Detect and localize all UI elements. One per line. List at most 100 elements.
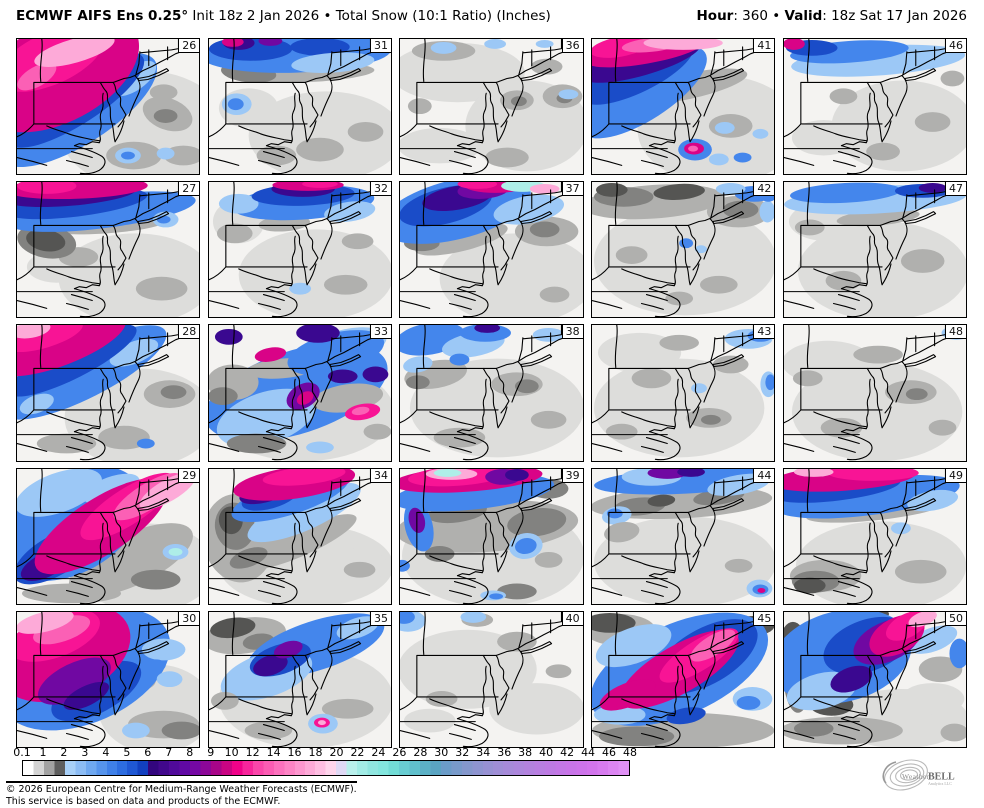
ensemble-member-panel: 47 (782, 181, 968, 319)
snow-contour-blob (505, 468, 530, 481)
snow-contour-blob (736, 695, 761, 710)
colorbar-tick: 3 (81, 746, 89, 759)
snow-contour-blob (295, 325, 340, 344)
snow-contour-blob (273, 640, 303, 659)
snow-contour-blob (789, 182, 901, 204)
member-number-badge: 49 (945, 468, 967, 483)
colorbar-tick: 22 (350, 746, 365, 759)
snow-contour-blob (905, 388, 928, 401)
snowfall-map (17, 325, 200, 461)
snow-contour-blob (63, 681, 110, 710)
colorbar-segment (294, 761, 316, 775)
snow-contour-blob (226, 434, 286, 454)
snow-contour-blob (156, 215, 171, 224)
snow-contour-blob (765, 374, 775, 391)
colorbar-tick: 34 (476, 746, 491, 759)
ensemble-panel-grid: 26 31 36 41 46 27 32 37 42 47 28 33 38 43 48 29 34 39 44 49… (16, 38, 968, 749)
ensemble-member-panel: 37 (399, 181, 584, 319)
colorbar-tick: 4 (102, 746, 110, 759)
snowfall-map (17, 39, 200, 175)
snow-contour-blob (949, 638, 967, 669)
valid-value: : 18z Sat 17 Jan 2026 (822, 8, 967, 24)
snow-contour-blob (289, 39, 350, 56)
snow-contour-blob (26, 229, 66, 252)
snow-contour-blob (254, 347, 286, 363)
snow-contour-blob (631, 368, 672, 389)
snow-contour-blob (17, 62, 57, 91)
colorbar-tick: 26 (392, 746, 407, 759)
snow-contour-blob (714, 121, 735, 134)
snow-contour-blob (351, 407, 370, 416)
logo-subtext: Analytics LLC (928, 781, 952, 786)
snow-contour-blob (715, 183, 746, 196)
ensemble-member-panel: 48 (782, 324, 968, 462)
snow-contour-blob (940, 70, 965, 87)
colorbar-tick: 18 (308, 746, 323, 759)
member-number-badge: 29 (178, 468, 200, 483)
colorbar-segment (461, 761, 483, 775)
snow-contour-blob (691, 383, 707, 394)
ensemble-member-panel: 46 (782, 38, 968, 176)
snow-contour-blob (695, 245, 707, 254)
member-number-badge: 37 (561, 182, 583, 197)
colorbar-segment (524, 761, 546, 775)
snowfall-map (592, 182, 775, 318)
snow-contour-blob (865, 142, 900, 161)
snowfall-map (17, 468, 200, 604)
snow-contour-blob (759, 200, 775, 223)
snow-contour-blob (829, 88, 858, 105)
ensemble-member-panel: 28 (16, 324, 201, 462)
snowfall-map (400, 182, 583, 318)
snow-contour-blob (19, 394, 54, 415)
snow-contour-blob (617, 583, 682, 599)
snow-contour-blob (511, 96, 528, 107)
snow-contour-blob (460, 611, 487, 623)
snow-contour-blob (149, 84, 178, 101)
snow-contour-blob (918, 656, 963, 682)
weatherbell-logo: Weather BELL Analytics LLC (882, 759, 955, 791)
snow-contour-blob (757, 587, 766, 593)
snow-contour-blob (17, 182, 77, 195)
snow-contour-blob (121, 151, 135, 160)
snow-contour-blob (666, 706, 706, 724)
snow-contour-blob (160, 385, 187, 400)
snow-contour-blob (688, 145, 699, 152)
member-number-badge: 30 (178, 611, 200, 626)
ensemble-member-panel: 50 (782, 610, 968, 749)
member-number-badge: 42 (753, 182, 775, 197)
snow-contour-blob (489, 682, 583, 735)
snow-contour-blob (208, 387, 238, 406)
hour-label: Hour (696, 8, 734, 24)
colorbar-tick: 48 (623, 746, 637, 759)
snow-contour-blob (296, 391, 314, 406)
snow-contour-blob (724, 558, 753, 573)
snow-contour-blob (831, 80, 967, 172)
snow-contour-blob (531, 411, 567, 430)
snow-contour-blob (252, 654, 288, 676)
colorbar-segment (23, 761, 44, 775)
snow-contour-blob (17, 325, 126, 377)
snow-contour-blob (659, 335, 700, 352)
snow-contour-blob (497, 583, 538, 599)
colorbar-tick: 30 (434, 746, 449, 759)
ensemble-member-panel: 35 (207, 610, 392, 749)
snow-contour-blob (701, 415, 721, 426)
snow-contour-blob (238, 229, 391, 318)
colorbar-segment (482, 761, 504, 775)
snow-contour-blob (449, 354, 470, 366)
snow-contour-blob (214, 329, 243, 346)
snow-contour-blob (109, 339, 159, 367)
snow-contour-blob (485, 147, 530, 168)
colorbar-tick: 42 (560, 746, 575, 759)
snowfall-map (592, 611, 775, 748)
snowfall-map (208, 325, 391, 461)
snow-contour-blob (168, 547, 183, 556)
colorbar-segment (503, 761, 525, 775)
member-number-badge: 47 (945, 182, 967, 197)
ensemble-member-panel: 49 (782, 467, 968, 605)
model-name: ECMWF AIFS Ens 0.25° (16, 8, 189, 24)
colorbar-tick: 5 (123, 746, 131, 759)
colorbar-tick: 6 (144, 746, 152, 759)
snow-contour-blob (679, 238, 694, 249)
snow-contour-blob (783, 39, 805, 50)
